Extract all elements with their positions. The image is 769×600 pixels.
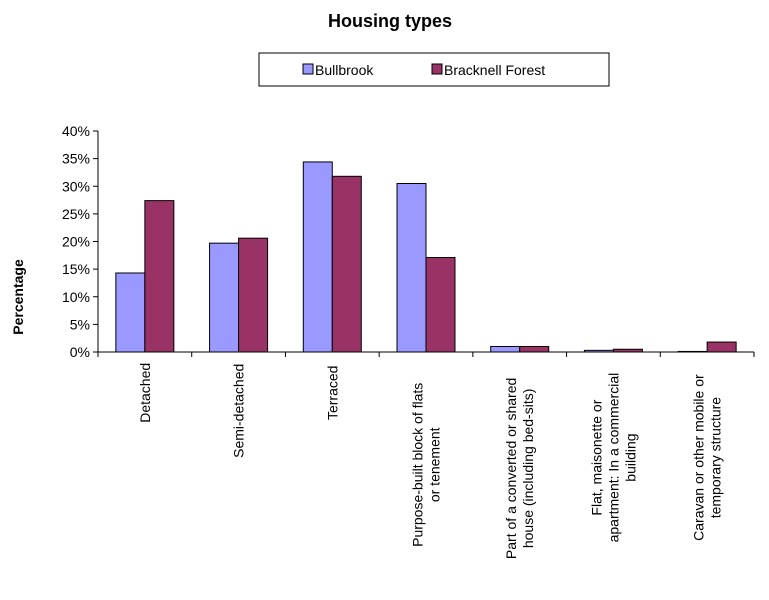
bar-bullbrook bbox=[115, 272, 146, 353]
y-tick-label: 20% bbox=[62, 234, 90, 250]
y-tick-label: 40% bbox=[62, 123, 90, 139]
x-tick-label: Flat, maisonette orapartment: In a comme… bbox=[588, 373, 638, 543]
y-tick-label: 25% bbox=[62, 206, 90, 222]
legend-swatch-bullbrook bbox=[302, 63, 314, 75]
legend-label-bullbrook: Bullbrook bbox=[315, 62, 374, 78]
legend-swatch-bracknell-forest bbox=[431, 63, 443, 75]
bar-bullbrook bbox=[209, 242, 240, 353]
bar-bullbrook bbox=[396, 182, 427, 353]
x-tick-label: Purpose-built block of flatsor tenement bbox=[410, 383, 443, 547]
axes bbox=[97, 131, 755, 357]
bar-bracknell-forest bbox=[706, 341, 737, 353]
x-tick-label: Caravan or other mobile ortemporary stru… bbox=[691, 374, 724, 541]
y-axis-ticks: 0% 5% 10% 15% 20% 25% 30% 35% 40% bbox=[62, 123, 98, 360]
chart-title: Housing types bbox=[328, 11, 452, 31]
legend-label-bracknell-forest: Bracknell Forest bbox=[444, 62, 545, 78]
y-tick-label: 5% bbox=[70, 316, 90, 332]
y-tick-label: 35% bbox=[62, 151, 90, 167]
bar-bracknell-forest bbox=[425, 257, 456, 353]
bar-bracknell-forest bbox=[519, 345, 550, 353]
y-tick-label: 0% bbox=[70, 344, 90, 360]
bars bbox=[115, 161, 737, 353]
y-tick-label: 10% bbox=[62, 289, 90, 305]
y-axis-title: Percentage bbox=[10, 259, 26, 335]
bar-bracknell-forest bbox=[144, 200, 175, 353]
bar-bracknell-forest bbox=[331, 175, 362, 353]
x-tick-label: Part of a converted or sharedhouse (incl… bbox=[503, 378, 536, 559]
legend: Bullbrook Bracknell Forest bbox=[258, 52, 610, 87]
bar-bullbrook bbox=[302, 161, 333, 353]
y-tick-label: 15% bbox=[62, 261, 90, 277]
x-tick-label: Semi-detached bbox=[231, 364, 247, 458]
x-axis-labels: Detached Semi-detached Terraced Purpose-bui… bbox=[137, 363, 724, 559]
bar-bullbrook bbox=[490, 345, 521, 353]
y-tick-label: 30% bbox=[62, 178, 90, 194]
x-tick-label: Detached bbox=[137, 363, 153, 423]
x-tick-label: Terraced bbox=[324, 366, 340, 420]
bar-bracknell-forest bbox=[238, 237, 269, 353]
